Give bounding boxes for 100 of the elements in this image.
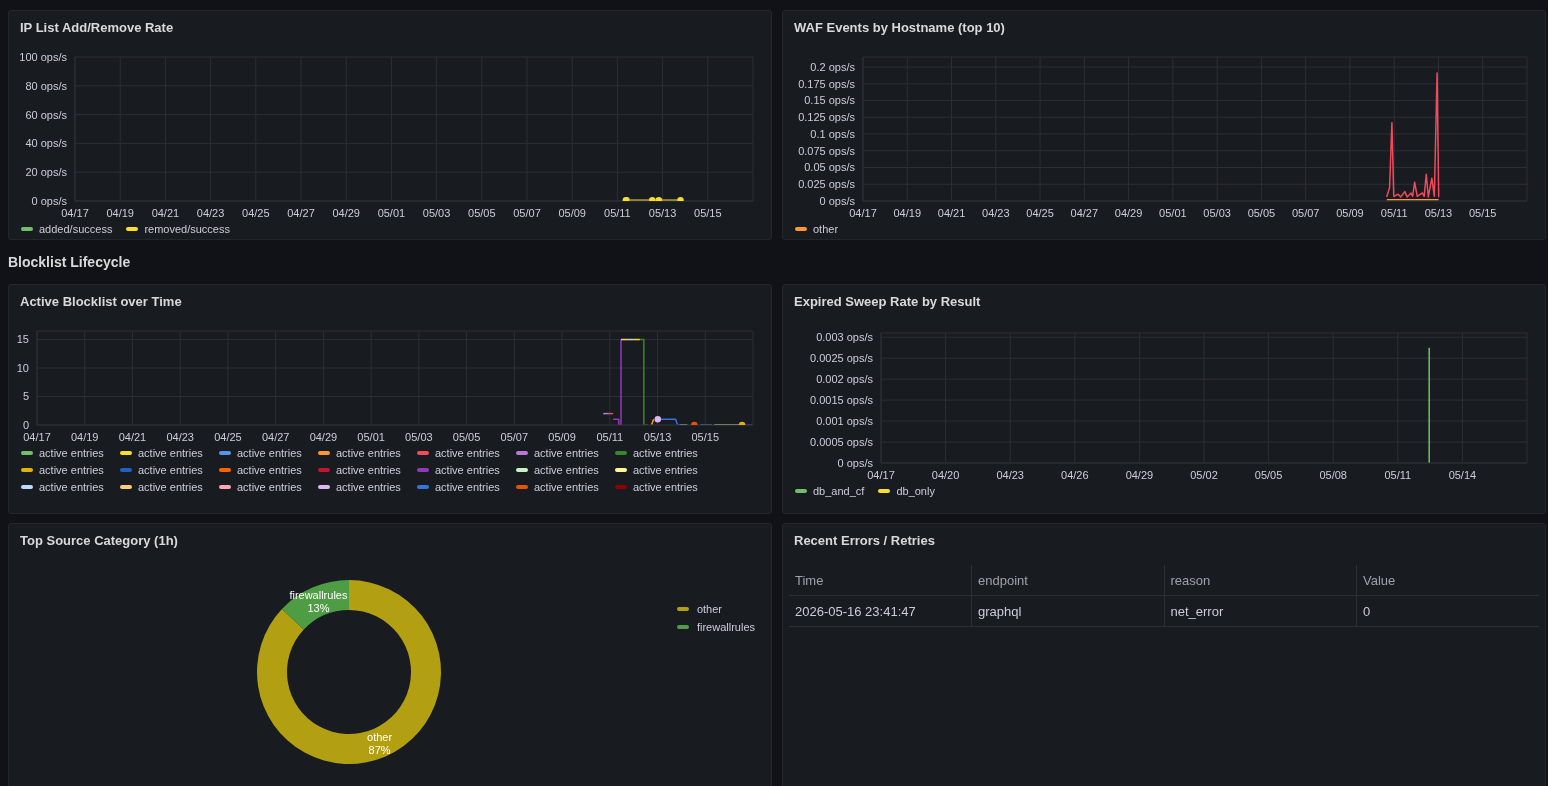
x-tick-label: 05/01 [1159,206,1187,219]
x-tick-label: 05/01 [357,430,385,443]
legend-label: active entries [336,447,401,459]
legend-label: active entries [336,464,401,476]
x-tick-label: 04/25 [1026,206,1054,219]
x-tick-label: 04/29 [1125,468,1154,481]
y-tick-label: 0.1 ops/s [810,127,856,140]
y-tick-label: 0.0005 ops/s [810,435,874,448]
legend-label: active entries [633,481,698,493]
x-tick-label: 05/11 [1380,206,1408,219]
text: graphql [972,596,1165,626]
x-tick-label: 04/21 [118,430,147,443]
y-tick-label: 5 [22,390,29,403]
x-tick-label: 05/03 [405,430,433,443]
x-tick-label: 05/09 [558,206,586,219]
x-tick-label: 05/07 [1291,206,1320,219]
x-tick-label: 05/11 [604,206,631,219]
y-tick-label: 0.2 ops/s [810,60,856,73]
legend-label: other [696,603,722,615]
legend-label: active entries [39,447,104,459]
category-label: Value [1361,571,1397,590]
legend-label: firewallrules [696,621,755,633]
legend-label: active entries [138,481,203,493]
data-label: 87% [368,743,391,756]
category-label: reason [1164,565,1357,595]
x-tick-label: 04/20 [931,468,960,481]
chart-title: Active Blocklist over Time [20,294,183,311]
x-tick-label: 04/29 [332,206,360,219]
x-tick-label: 05/13 [1424,206,1453,219]
legend-label: active entries [633,464,698,476]
legend-label: active entries [138,447,203,459]
y-tick-label: 0.001 ops/s [816,414,874,427]
x-tick-label: 05/07 [513,206,541,219]
legend-label: active entries [633,447,698,459]
chart-title: IP List Add/Remove Rate [20,20,175,37]
legend-label: removed/success [144,223,230,235]
text: Recent Errors / Retries [794,533,936,550]
x-tick-label: 04/26 [1061,468,1089,481]
x-tick-label: 05/15 [691,430,720,443]
x-tick-label: 04/23 [996,468,1024,481]
y-tick-label: 0.175 ops/s [798,77,856,90]
y-tick-label: 0.075 ops/s [798,144,856,157]
y-tick-label: 20 ops/s [25,166,68,179]
x-tick-label: 04/23 [196,206,225,219]
category-label: Time [789,565,973,595]
x-tick-label: 04/19 [70,430,99,443]
x-tick-label: 04/29 [309,430,338,443]
x-tick-label: 05/02 [1190,468,1218,481]
category-label: endpoint [972,565,1165,595]
y-tick-label: 100 ops/s [19,50,68,63]
y-tick-label: 0.0015 ops/s [810,394,874,406]
legend-label: active entries [435,481,500,493]
y-tick-label: 10 [16,361,29,374]
x-tick-label: 04/27 [261,430,290,443]
legend-label: active entries [435,447,500,459]
x-tick-label: 04/17 [849,206,877,219]
y-tick-label: 80 ops/s [25,79,68,92]
x-tick-label: 04/27 [287,206,315,219]
y-tick-label: 0.0025 ops/s [810,352,874,365]
legend-label: other [813,223,839,235]
y-tick-label: 15 [16,333,29,346]
x-tick-label: 05/14 [1448,468,1477,481]
x-tick-label: 04/23 [982,206,1010,219]
x-tick-label: 04/17 [61,206,89,219]
y-tick-label: 0.05 ops/s [804,161,856,174]
y-tick-label: 0 ops/s [819,194,856,207]
x-tick-label: 05/01 [377,206,406,219]
legend-label: active entries [534,464,599,476]
text: net_error [1164,596,1357,626]
text: 2026-05-16 23:41:47 [789,596,973,626]
text: 0 [1361,602,1372,621]
y-tick-label: 0 ops/s [837,456,874,469]
x-tick-label: 05/07 [500,430,529,443]
x-tick-label: 05/13 [643,430,672,443]
legend-label: added/success [39,223,113,235]
y-tick-label: 0.003 ops/s [816,331,874,344]
slice-label: other [367,730,393,743]
legend-label: active entries [237,464,302,476]
x-tick-label: 05/05 [1247,206,1276,219]
x-tick-label: 04/17 [23,430,51,443]
x-tick-label: 05/13 [648,206,677,219]
text: Top Source Category (1h) [20,533,179,550]
y-tick-label: 60 ops/s [25,108,68,121]
x-tick-label: 04/21 [937,206,966,219]
x-tick-label: 04/19 [893,206,922,219]
legend-label: db_and_cf [813,485,865,497]
x-tick-label: 05/05 [452,430,481,443]
y-tick-label: 0.025 ops/s [798,178,856,191]
y-tick-label: 0.125 ops/s [798,111,856,124]
x-tick-label: 05/15 [1468,206,1497,219]
legend-label: active entries [534,481,599,493]
chart-title: Expired Sweep Rate by Result [794,294,982,311]
chart-subtitle: Blocklist Lifecycle [8,254,131,270]
data-label: 13% [307,602,330,615]
x-tick-label: 05/09 [1336,206,1364,219]
x-tick-label: 05/11 [1384,468,1412,481]
x-tick-label: 04/25 [242,206,270,219]
y-tick-label: 0 ops/s [31,194,68,207]
x-tick-label: 04/17 [867,468,895,481]
legend-label: active entries [39,481,104,493]
